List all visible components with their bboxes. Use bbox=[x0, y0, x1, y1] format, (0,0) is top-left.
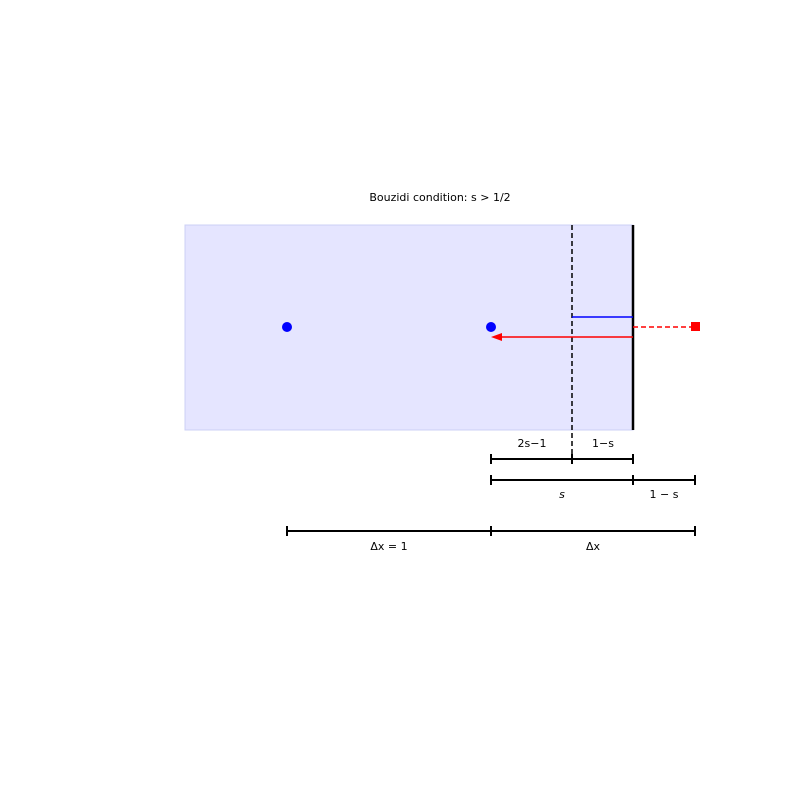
fluid-region bbox=[184, 224, 634, 431]
label: Δx bbox=[586, 540, 601, 553]
ghost-node bbox=[691, 322, 700, 331]
dimension-lines bbox=[286, 454, 696, 536]
title: Bouzidi condition: s > 1/2 bbox=[369, 191, 510, 204]
node bbox=[282, 322, 292, 332]
label: 1−s bbox=[592, 437, 614, 450]
arrow-head bbox=[491, 333, 502, 341]
label: Δx = 1 bbox=[370, 540, 407, 553]
label: 2s−1 bbox=[518, 437, 547, 450]
label: s bbox=[559, 488, 565, 501]
node bbox=[486, 322, 496, 332]
label: 1 − s bbox=[650, 488, 679, 501]
